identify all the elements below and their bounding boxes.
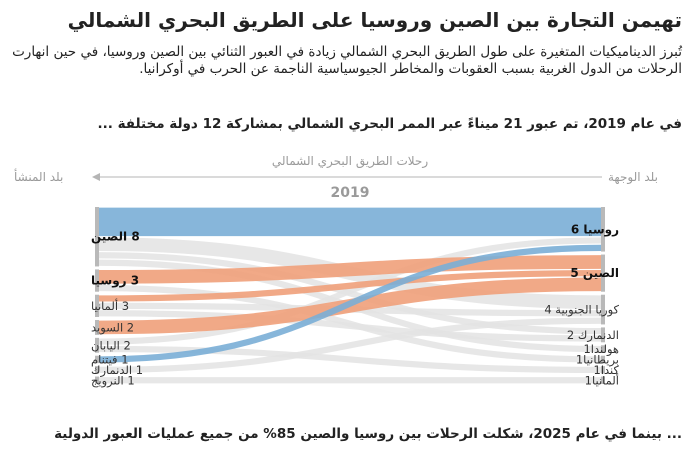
origin-node-bar [95, 294, 99, 317]
page-title: تهيمن التجارة بين الصين وروسيا على الطري… [67, 8, 682, 32]
flow-band [98, 270, 602, 302]
destination-node-bar [601, 327, 605, 343]
nodes-layer [95, 207, 605, 384]
origin-node-bar [95, 269, 99, 292]
page-subtitle: تُبرز الديناميكيات المتغيرة على طول الطر… [12, 44, 682, 77]
destination-label: بريطانيا1 [576, 352, 619, 367]
destination-label: روسيا 6 [571, 222, 619, 237]
chart-year: 2019 [331, 185, 370, 201]
origin-node-bar [95, 355, 99, 364]
destination-label: كندا1 [593, 363, 619, 377]
header-arrow-head [92, 173, 100, 181]
destination-node-bar [601, 294, 605, 325]
origin-label: 1 فيتنام [91, 352, 129, 366]
flow-band [98, 244, 602, 363]
destination-node-bar [601, 376, 605, 384]
origin-label: 8 الصين [91, 230, 140, 244]
origin-label: 3 روسيا [91, 274, 139, 289]
chart-header: بلد المنشأ بلد الوجهة رحلات الطريق البحر… [14, 154, 658, 201]
flow-band [98, 345, 602, 373]
origin-label: 2 السويد [91, 320, 134, 335]
destination-node-bar [601, 345, 605, 353]
destination-label: الصين 5 [570, 266, 619, 280]
right-header: بلد الوجهة [608, 170, 658, 185]
flow-band [98, 255, 602, 284]
flows-layer [98, 207, 602, 384]
flow-band [98, 310, 602, 342]
flow-band [98, 317, 602, 373]
chart-title: رحلات الطريق البحري الشمالي [272, 154, 428, 169]
destination-label: ألمانيا1 [585, 372, 619, 387]
destination-label: الدنمارك 2 [567, 328, 619, 343]
footer-note: ... بينما في عام 2025، شكلت الرحلات بين … [54, 426, 682, 442]
origin-node-bar [95, 207, 99, 267]
origin-node-bar [95, 320, 99, 335]
left-header: بلد المنشأ [14, 168, 63, 184]
labels-layer: 8 الصين 3 روسيا 3 ألمانيا 2 السويد 2 اليابان… [91, 222, 620, 388]
origin-node-bar [95, 337, 99, 353]
destination-label: كوريا الجنوبية 4 [544, 303, 619, 318]
destination-node-bar [601, 366, 605, 374]
origin-node-bar [95, 376, 99, 384]
destination-node-bar [601, 207, 605, 252]
destination-label: هولندا1 [583, 342, 619, 357]
origin-node-bar [95, 366, 99, 374]
origin-label: 2 اليابان [91, 338, 131, 352]
origin-label: 3 ألمانيا [91, 298, 129, 313]
destination-node-bar [601, 254, 605, 292]
destination-node-bar [601, 355, 605, 364]
flow-band [98, 237, 602, 345]
origin-label: 1 الدنمارك [91, 363, 143, 378]
lead-text: في عام 2019، تم عبور 21 ميناءً عبر الممر… [97, 116, 682, 132]
origin-label: 1 النرويج [91, 373, 135, 388]
